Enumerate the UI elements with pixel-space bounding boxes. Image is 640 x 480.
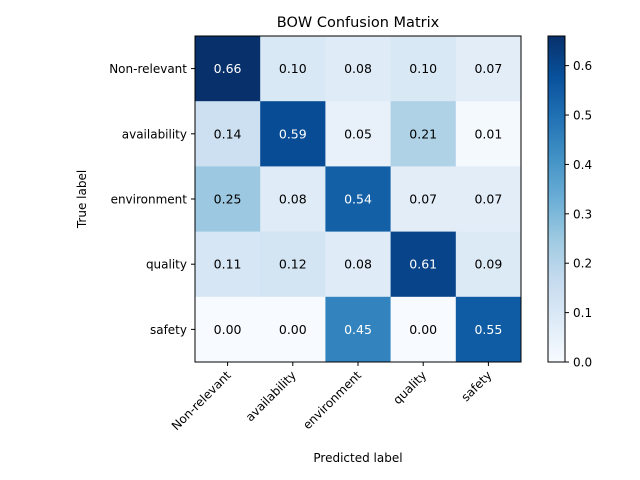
x-tick-label: safety: [458, 368, 494, 404]
x-tick-label: availability: [243, 368, 299, 424]
heatmap-cell: [325, 231, 392, 298]
cell-value-label: 0.55: [474, 322, 502, 337]
heatmap-cell: [260, 36, 326, 102]
heatmap-cell: [390, 231, 457, 298]
y-axis-label: True label: [75, 170, 89, 229]
cell-value-label: 0.08: [344, 257, 372, 272]
colorbar-tick-label: 0.0: [573, 356, 592, 370]
colorbar: [547, 35, 566, 363]
colorbar-ticks: 0.0 0.1 0.2 0.3 0.4 0.5 0.6: [565, 59, 592, 370]
heatmap-cell: [195, 166, 261, 233]
cell-value-label: 0.45: [344, 322, 372, 337]
heatmap-cell: [455, 231, 522, 298]
heatmap-cell: [455, 296, 522, 363]
cell-value-label: 0.09: [474, 257, 502, 272]
cell-value-label: 0.10: [279, 61, 307, 76]
cell-value-label: 0.14: [214, 126, 242, 141]
x-tick-label: environment: [300, 368, 364, 432]
cell-value-label: 0.25: [214, 192, 242, 207]
cell-value-label: 0.07: [409, 192, 437, 207]
colorbar-tick-label: 0.4: [573, 158, 592, 172]
colorbar-tick-label: 0.2: [573, 257, 592, 271]
heatmap-cell: [325, 101, 392, 167]
colorbar-tick-label: 0.3: [573, 207, 592, 221]
y-tick-label: Non-relevant: [109, 62, 187, 76]
heatmap-cell: [325, 296, 392, 363]
cell-value-label: 0.08: [279, 192, 307, 207]
x-tick-label: quality: [390, 368, 429, 407]
heatmap-cell: [195, 101, 261, 167]
colorbar-tick-label: 0.1: [573, 306, 592, 320]
heatmap-cell: [260, 296, 326, 363]
cell-value-label: 0.05: [344, 126, 372, 141]
y-tick-label: environment: [111, 193, 188, 207]
colorbar-tick-label: 0.6: [573, 59, 592, 73]
heatmap-cell: [390, 296, 457, 363]
y-tick-label: quality: [146, 258, 187, 272]
heatmap-cell: [325, 166, 392, 233]
heatmap-cell: [260, 231, 326, 298]
y-tick-label: availability: [122, 127, 187, 141]
cell-value-label: 0.00: [214, 322, 242, 337]
cell-value-label: 0.07: [474, 61, 502, 76]
chart-title: BOW Confusion Matrix: [277, 15, 440, 31]
heatmap-cell: [260, 166, 326, 233]
heatmap-cell: [260, 101, 326, 167]
heatmap-cell: [390, 101, 457, 167]
x-axis-label: Predicted label: [313, 451, 402, 465]
cell-value-label: 0.21: [409, 126, 437, 141]
heatmap-cell: [195, 231, 261, 298]
cell-value-label: 0.10: [409, 61, 437, 76]
heatmap-cell: [390, 36, 457, 102]
heatmap-cell: [195, 36, 261, 102]
heatmap-cell: [455, 36, 522, 102]
y-tick-label: safety: [150, 323, 187, 337]
cell-value-label: 0.54: [344, 192, 372, 207]
x-tick-label: Non-relevant: [169, 368, 234, 433]
cell-value-label: 0.12: [279, 257, 307, 272]
cell-value-label: 0.61: [409, 257, 437, 272]
x-axis-ticks: Non-relevant availability environment quali…: [169, 362, 495, 433]
cell-value-label: 0.11: [214, 257, 242, 272]
cell-value-label: 0.00: [409, 322, 437, 337]
cell-value-label: 0.66: [214, 61, 242, 76]
cell-value-label: 0.01: [474, 126, 502, 141]
colorbar-tick-label: 0.5: [573, 109, 592, 123]
heatmap-cell: [390, 166, 457, 233]
heatmap-cells: 0.66 0.10 0.08 0.10 0.07 0.14 0.59 0.05 0.21 0.01…: [195, 36, 522, 363]
cell-value-label: 0.00: [279, 322, 307, 337]
heatmap-cell: [325, 36, 392, 102]
heatmap-cell: [455, 166, 522, 233]
cell-value-label: 0.08: [344, 61, 372, 76]
cell-value-label: 0.07: [474, 192, 502, 207]
cell-value-label: 0.59: [279, 126, 307, 141]
y-axis-ticks: Non-relevant availability environment quali…: [109, 62, 195, 337]
heatmap-cell: [455, 101, 522, 167]
heatmap-cell: [195, 296, 261, 363]
